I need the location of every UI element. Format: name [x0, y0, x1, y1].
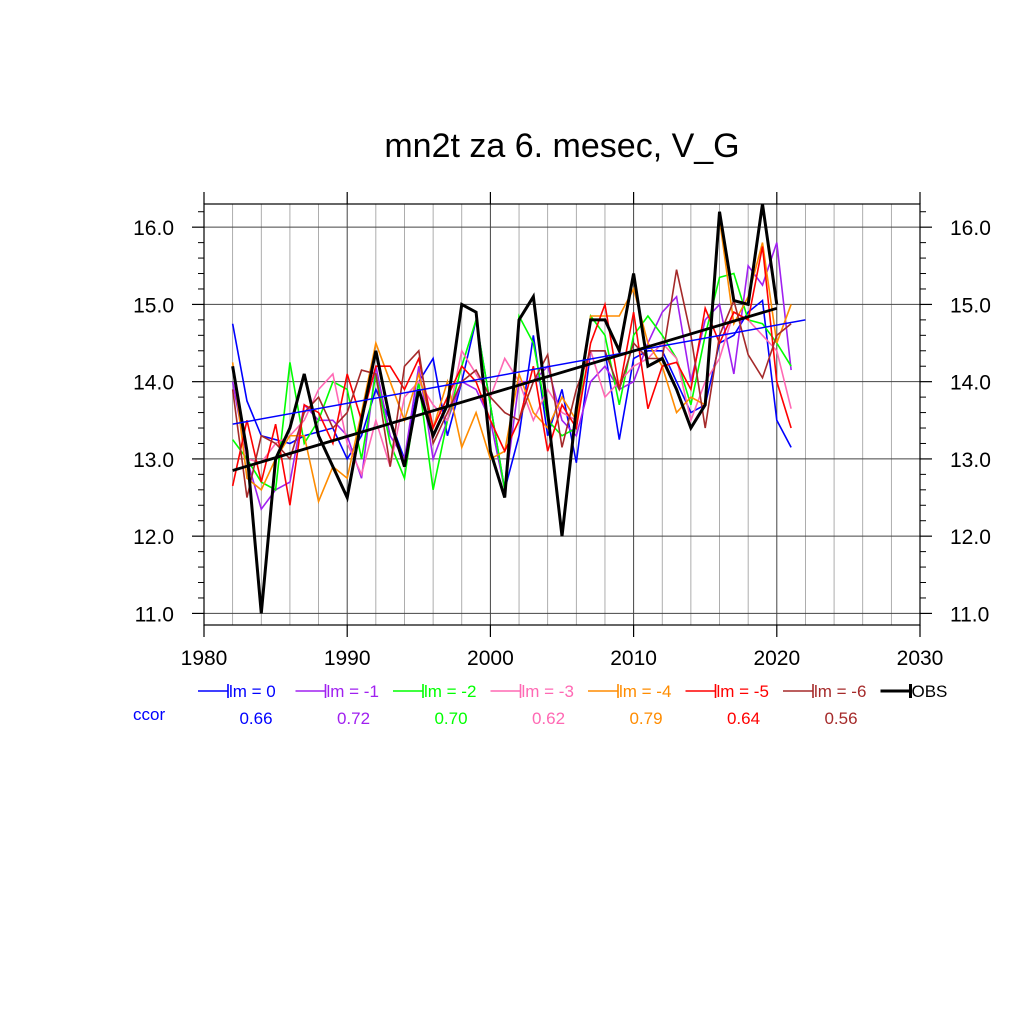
y-tick-label-left: 15.0	[133, 294, 174, 317]
series-line-7	[231, 203, 779, 614]
legend-label: lm = -6	[814, 682, 866, 701]
legend: lm = 0 0.66 lm = -1 0.72 lm = -2 0.70 lm = -3 0…	[133, 682, 947, 728]
ccor-value: 0.79	[629, 709, 662, 728]
ccor-value: 0.64	[727, 709, 760, 728]
plot-frame	[203, 203, 921, 626]
legend-label: lm = -5	[717, 682, 769, 701]
axes: 1980 1990 2000 2010 2020 2030 11.0 11.0 12.0 12.0…	[133, 192, 991, 670]
ccor-value: 0.56	[824, 709, 857, 728]
y-tick-label-right: 14.0	[950, 372, 991, 395]
y-tick-label-left: 14.0	[133, 372, 174, 395]
y-tick-label-right: 16.0	[950, 217, 991, 240]
y-tick-label-left: 11.0	[135, 603, 174, 626]
y-tick-label-left: 13.0	[133, 449, 174, 472]
y-tick-label-left: 16.0	[133, 217, 174, 240]
series-line-5	[231, 246, 792, 506]
y-tick-label-right: 15.0	[950, 294, 991, 317]
series-lines	[231, 203, 806, 614]
ccor-value: 0.72	[337, 709, 370, 728]
legend-label: OBS	[912, 682, 948, 701]
series-line-0	[231, 299, 792, 491]
ccor-label: ccor	[133, 705, 165, 724]
chart-title: mn2t za 6. mesec, V_G	[384, 127, 739, 165]
y-tick-label-right: 13.0	[950, 449, 991, 472]
legend-label: lm = -4	[619, 682, 671, 701]
ccor-value: 0.62	[532, 709, 565, 728]
x-tick-label: 2000	[467, 647, 514, 670]
ccor-value: 0.70	[434, 709, 467, 728]
x-tick-label: 2010	[610, 647, 657, 670]
legend-label: lm = -3	[522, 682, 574, 701]
y-tick-label-right: 11.0	[950, 603, 989, 626]
x-tick-label: 1980	[181, 647, 228, 670]
legend-label: lm = -2	[424, 682, 476, 701]
trend-line-0	[232, 319, 806, 425]
legend-label: lm = -1	[327, 682, 379, 701]
x-tick-label: 2020	[753, 647, 800, 670]
y-tick-label-right: 12.0	[950, 526, 991, 549]
x-tick-label: 2030	[897, 647, 944, 670]
legend-label: lm = 0	[229, 682, 276, 701]
trend-line-7	[232, 306, 778, 472]
x-tick-label: 1990	[324, 647, 371, 670]
ccor-value: 0.66	[239, 709, 272, 728]
y-tick-label-left: 12.0	[133, 526, 174, 549]
